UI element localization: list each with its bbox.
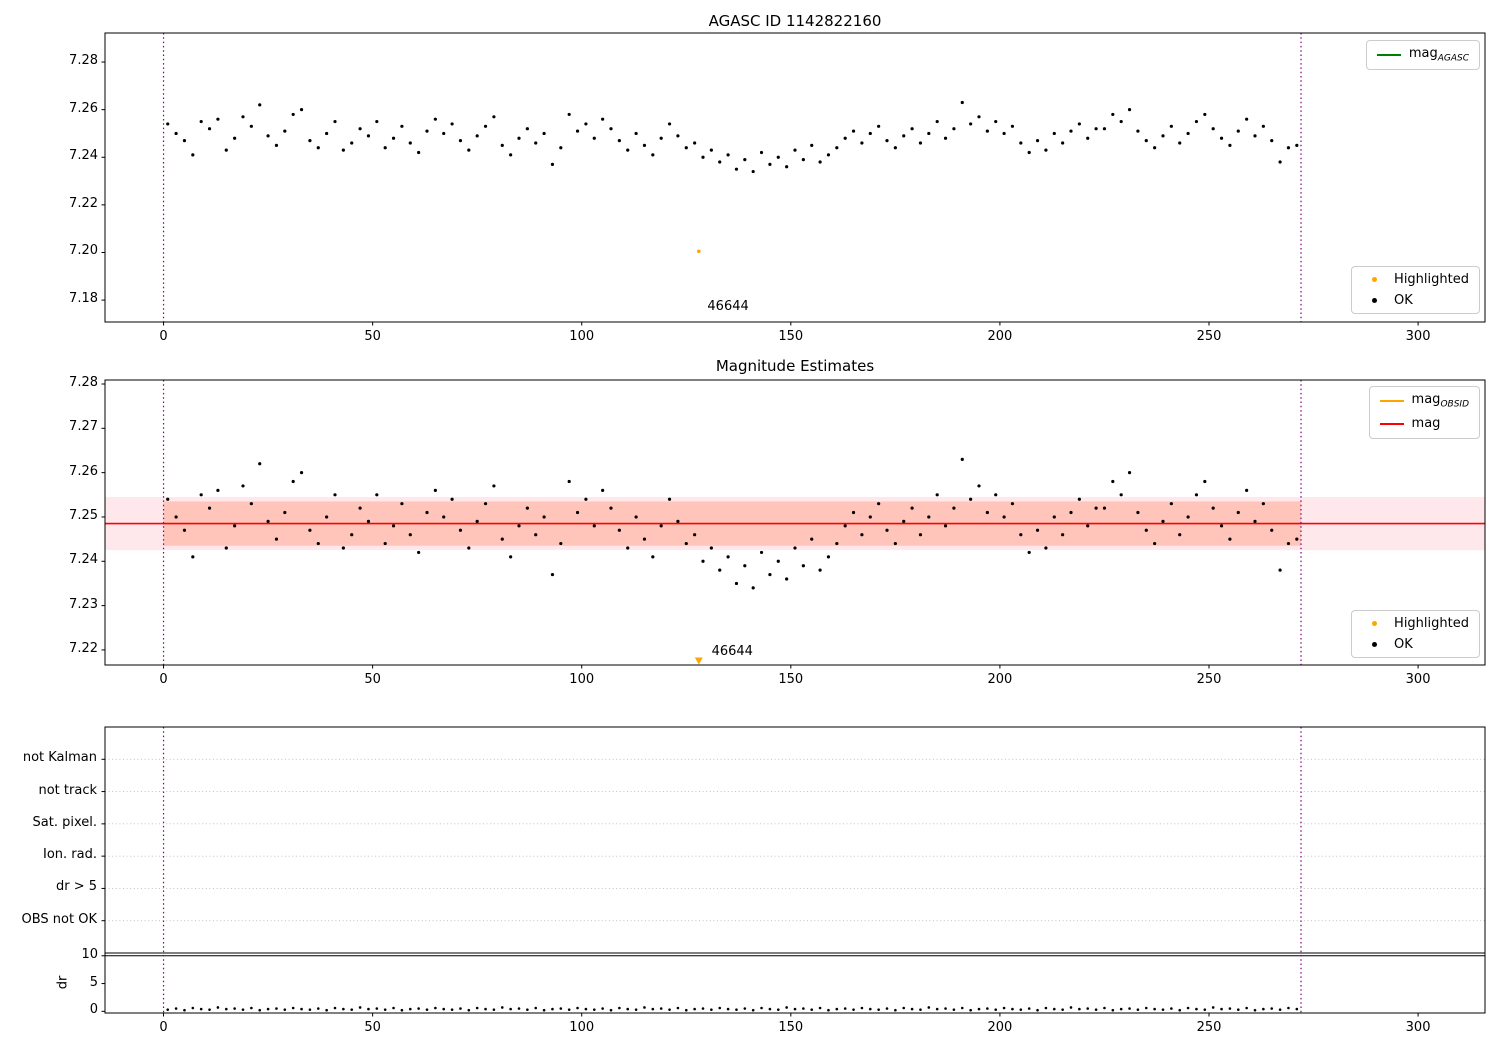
flag-category-label: dr > 5 <box>55 879 97 895</box>
y-tick-label: 10 <box>81 946 98 962</box>
y-tick-label: 7.28 <box>69 53 98 69</box>
legend-swatch-ok-1 <box>1371 298 1377 303</box>
y-tick-label: 7.24 <box>69 552 98 568</box>
panel1-legend-bottom: Highlighted OK <box>1351 266 1480 314</box>
x-tick-label: 300 <box>1405 672 1431 687</box>
y-tick-label: 0 <box>89 1002 98 1018</box>
ok-points-panel2 <box>166 457 1299 590</box>
x-tick-label: 150 <box>778 1020 804 1035</box>
x-tick-label: 100 <box>569 1020 595 1035</box>
ok-points-panel1 <box>166 100 1299 174</box>
panel1-legend-top: magAGASC <box>1365 40 1480 70</box>
x-tick-label: 250 <box>1196 329 1222 344</box>
x-tick-label: 250 <box>1196 1020 1222 1035</box>
x-tick-label: 200 <box>987 329 1013 344</box>
x-tick-label: 100 <box>569 329 595 344</box>
obsid-annotation-panel1: 46644 <box>707 299 749 315</box>
x-tick-label: 50 <box>364 1020 381 1035</box>
x-tick-label: 0 <box>159 672 168 687</box>
legend-label-mag-obsid: magOBSID <box>1411 392 1469 410</box>
y-tick-label: 7.26 <box>69 463 98 479</box>
x-tick-label: 200 <box>987 1020 1013 1035</box>
panel1-title: AGASC ID 1142822160 <box>708 12 882 30</box>
legend-label-highlighted: Highlighted <box>1394 616 1469 631</box>
x-tick-label: 150 <box>778 329 804 344</box>
flag-category-label: not Kalman <box>22 750 97 766</box>
highlighted-point <box>697 249 701 254</box>
axes-frame <box>104 379 1486 666</box>
panel2-legend-top: magOBSID mag <box>1368 386 1480 440</box>
y-tick-label: 7.28 <box>69 374 98 390</box>
legend-swatch-highlighted-2 <box>1371 621 1377 626</box>
flag-category-label: Sat. pixel. <box>32 814 97 830</box>
legend-item-mag-obsid: magOBSID <box>1379 392 1469 410</box>
panel2-title: Magnitude Estimates <box>715 357 875 375</box>
y-tick-label: 7.22 <box>69 195 98 211</box>
legend-swatch-mag <box>1379 423 1404 426</box>
legend-label-highlighted: Highlighted <box>1394 272 1469 287</box>
legend-swatch-highlighted-1 <box>1371 277 1377 282</box>
dr-points <box>166 1006 1299 1012</box>
legend-item-ok: OK <box>1362 293 1469 308</box>
axes-frame <box>104 726 1486 954</box>
flag-category-label: OBS not OK <box>21 911 98 927</box>
legend-swatch-agasc <box>1376 53 1401 56</box>
y-tick-label: 7.25 <box>69 507 98 523</box>
obsid-boundary-lines <box>162 33 1302 1013</box>
axes-frame <box>104 952 1486 1014</box>
flag-category-label: Ion. rad. <box>43 847 97 863</box>
x-tick-label: 100 <box>569 672 595 687</box>
x-tick-label: 0 <box>159 329 168 344</box>
legend-item-ok: OK <box>1362 637 1469 652</box>
x-tick-label: 150 <box>778 672 804 687</box>
legend-item-highlighted: Highlighted <box>1362 272 1469 287</box>
x-tick-label: 300 <box>1405 329 1431 344</box>
flag-gridlines <box>101 758 1485 922</box>
legend-swatch-ok-2 <box>1371 642 1377 647</box>
axes-frame <box>104 32 1486 323</box>
y-tick-label: 7.24 <box>69 148 98 164</box>
legend-item-highlighted: Highlighted <box>1362 616 1469 631</box>
x-tick-label: 300 <box>1405 1020 1431 1035</box>
y-tick-label: 7.20 <box>69 243 98 259</box>
panel2-legend-bottom: Highlighted OK <box>1351 610 1480 658</box>
legend-label-mag: mag <box>1411 415 1441 431</box>
x-tick-label: 50 <box>364 329 381 344</box>
x-tick-label: 200 <box>987 672 1013 687</box>
legend-label-ok: OK <box>1394 293 1413 308</box>
y-tick-label: 7.27 <box>69 419 98 435</box>
x-tick-label: 0 <box>159 1020 168 1035</box>
y-tick-label: 7.18 <box>69 291 98 307</box>
highlighted-clipped-marker <box>694 657 703 665</box>
y-tick-label: 7.26 <box>69 100 98 116</box>
legend-label-mag-agasc: magAGASC <box>1408 46 1469 64</box>
obsid-annotation-panel2: 46644 <box>711 643 753 659</box>
y-tick-label: 5 <box>89 974 98 990</box>
y-tick-label: 7.23 <box>69 596 98 612</box>
legend-item-mag: mag <box>1379 415 1469 434</box>
flag-category-label: not track <box>38 782 97 798</box>
x-tick-label: 50 <box>364 672 381 687</box>
x-tick-label: 250 <box>1196 672 1222 687</box>
legend-swatch-obsid <box>1379 399 1404 402</box>
legend-label-ok: OK <box>1394 637 1413 652</box>
y-tick-label: 7.22 <box>69 640 98 656</box>
legend-item-mag-agasc: magAGASC <box>1376 46 1469 64</box>
